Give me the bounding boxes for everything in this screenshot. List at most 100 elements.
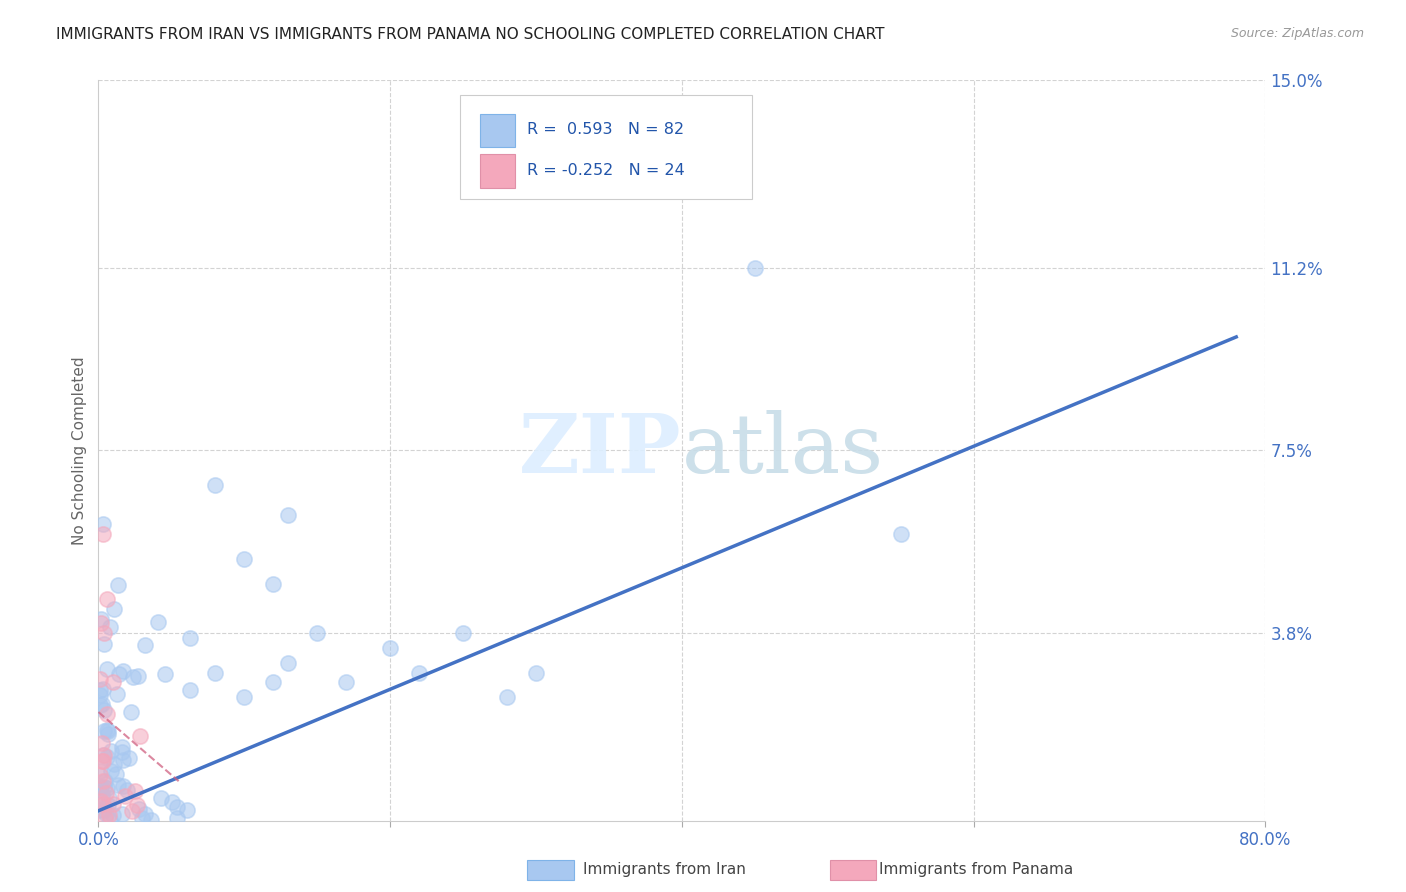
Point xyxy=(155,667,177,681)
Point xyxy=(496,690,519,705)
Point xyxy=(89,794,111,808)
Point xyxy=(93,747,115,762)
Point xyxy=(103,602,125,616)
Point xyxy=(262,576,284,591)
Point xyxy=(408,665,430,680)
Point xyxy=(93,810,115,824)
Text: R = -0.252   N = 24: R = -0.252 N = 24 xyxy=(527,163,685,178)
Text: Source: ZipAtlas.com: Source: ZipAtlas.com xyxy=(1230,27,1364,40)
Point xyxy=(124,784,146,798)
Point xyxy=(90,788,112,802)
Point xyxy=(744,260,766,275)
Point xyxy=(166,800,188,814)
Point xyxy=(90,616,112,631)
Point xyxy=(89,803,111,817)
Point xyxy=(91,797,114,812)
Point xyxy=(97,723,120,738)
Point xyxy=(91,755,114,769)
Text: R =  0.593   N = 82: R = 0.593 N = 82 xyxy=(527,122,683,137)
Point xyxy=(111,740,134,755)
Point xyxy=(93,774,115,789)
Point xyxy=(120,705,142,719)
Point xyxy=(90,736,112,750)
Point xyxy=(103,756,125,771)
Point xyxy=(179,632,201,646)
Text: Immigrants from Panama: Immigrants from Panama xyxy=(879,863,1073,877)
Point xyxy=(96,591,118,606)
Point xyxy=(89,698,111,712)
Point xyxy=(233,690,256,705)
Text: ZIP: ZIP xyxy=(519,410,682,491)
FancyBboxPatch shape xyxy=(479,154,515,187)
Point xyxy=(121,805,143,819)
Point xyxy=(91,773,114,788)
FancyBboxPatch shape xyxy=(460,95,752,199)
Point xyxy=(131,811,153,825)
Point xyxy=(111,745,134,759)
Point xyxy=(96,706,118,721)
Text: Immigrants from Iran: Immigrants from Iran xyxy=(583,863,747,877)
Point xyxy=(96,662,118,676)
Point xyxy=(107,778,129,792)
Y-axis label: No Schooling Completed: No Schooling Completed xyxy=(72,356,87,545)
Point xyxy=(96,723,118,738)
Point xyxy=(91,517,114,532)
Point xyxy=(335,675,357,690)
Point xyxy=(150,790,173,805)
Point xyxy=(93,637,115,651)
Point xyxy=(97,727,120,741)
Point xyxy=(98,808,121,822)
Point xyxy=(89,672,111,686)
Point xyxy=(91,527,114,541)
Point xyxy=(103,807,125,822)
Point xyxy=(111,753,134,767)
Point xyxy=(277,656,299,670)
Point xyxy=(93,803,115,817)
Point xyxy=(134,639,156,653)
Text: IMMIGRANTS FROM IRAN VS IMMIGRANTS FROM PANAMA NO SCHOOLING COMPLETED CORRELATIO: IMMIGRANTS FROM IRAN VS IMMIGRANTS FROM … xyxy=(56,27,884,42)
Text: atlas: atlas xyxy=(682,410,884,491)
Point xyxy=(93,626,115,640)
Point xyxy=(134,806,156,821)
Point xyxy=(262,675,284,690)
Point xyxy=(176,804,198,818)
Point xyxy=(380,640,402,655)
Point xyxy=(90,780,112,794)
Point xyxy=(89,764,111,778)
Point xyxy=(107,578,129,592)
Point xyxy=(100,620,122,634)
Point xyxy=(204,665,226,680)
Point xyxy=(204,478,226,492)
Point xyxy=(233,552,256,566)
Point xyxy=(93,724,115,739)
Point xyxy=(90,794,112,808)
Point xyxy=(118,750,141,764)
Point xyxy=(96,806,118,821)
Point xyxy=(112,779,135,793)
Point xyxy=(91,754,114,768)
Point xyxy=(100,764,122,779)
Point xyxy=(166,811,188,825)
Point xyxy=(115,783,138,797)
Point xyxy=(277,508,299,522)
Point xyxy=(100,744,122,758)
Point xyxy=(96,780,118,795)
Point xyxy=(114,789,136,803)
Point xyxy=(96,787,118,801)
Point xyxy=(141,813,163,827)
Point xyxy=(90,612,112,626)
Point xyxy=(108,667,131,681)
Point xyxy=(101,675,124,690)
FancyBboxPatch shape xyxy=(479,113,515,147)
Point xyxy=(97,797,120,812)
Point xyxy=(93,703,115,717)
Point xyxy=(105,766,128,780)
Point xyxy=(91,682,114,697)
Point xyxy=(89,768,111,782)
Point xyxy=(451,626,474,640)
Point xyxy=(129,729,152,743)
Point xyxy=(146,615,169,630)
Point xyxy=(127,669,149,683)
Point xyxy=(91,698,114,712)
Point xyxy=(89,682,111,697)
